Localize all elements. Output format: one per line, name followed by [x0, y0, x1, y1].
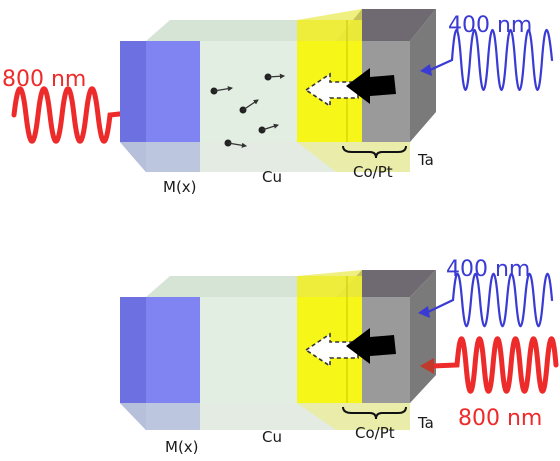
- top-cu-label: Cu: [262, 168, 282, 186]
- bottom-right-beam-400-wave: [426, 272, 554, 328]
- top-copt-layer-top: [297, 9, 362, 41]
- bottom-copt-bracket: [342, 406, 407, 420]
- bottom-panel: 400 nm 800 nm M(x) Cu Co/Pt Ta: [120, 257, 559, 456]
- bottom-right-beam-400-label: 400 nm: [446, 257, 530, 282]
- top-panel: 800 nm 400 nm: [2, 9, 554, 196]
- bottom-cu-label: Cu: [262, 428, 282, 446]
- bottom-copt-layer-top: [297, 270, 362, 297]
- top-left-beam-wave: [11, 86, 141, 144]
- bottom-right-beam-400-arrowhead: [418, 306, 430, 318]
- bottom-cu-layer-top: [146, 276, 297, 297]
- top-right-beam-label: 400 nm: [448, 13, 532, 38]
- top-cu-layer-top: [146, 20, 297, 41]
- bottom-mx-layer-side: [120, 297, 146, 430]
- top-right-beam-wave: [428, 28, 554, 92]
- top-mx-label: M(x): [163, 178, 197, 196]
- top-right-beam-arrowhead: [420, 64, 432, 76]
- top-copt-bottom: [297, 142, 410, 172]
- top-copt-label: Co/Pt: [353, 163, 393, 181]
- bottom-copt-label: Co/Pt: [355, 424, 395, 442]
- bottom-ta-label: Ta: [417, 414, 434, 432]
- top-ta-layer-side: [410, 9, 436, 142]
- bottom-cu-layer-front: [200, 297, 297, 403]
- bottom-right-beam-800-label: 800 nm: [458, 406, 542, 431]
- top-solid-arrow: [346, 68, 396, 104]
- top-left-beam-label: 800 nm: [2, 67, 86, 92]
- bottom-mx-label: M(x): [165, 438, 199, 456]
- bottom-mx-layer-front: [146, 297, 200, 430]
- top-ta-label: Ta: [417, 151, 434, 169]
- top-electrons: [210, 73, 286, 148]
- bottom-solid-arrow: [346, 328, 396, 364]
- top-copt-bracket: [342, 145, 407, 159]
- bottom-right-beam-800-wave: [429, 336, 559, 394]
- top-mx-layer-side: [120, 41, 146, 172]
- top-cu-layer-front: [200, 41, 297, 142]
- bottom-right-beam-800-arrowhead: [420, 358, 434, 374]
- bottom-copt-bottom: [297, 403, 410, 430]
- top-mx-layer-front: [146, 41, 200, 172]
